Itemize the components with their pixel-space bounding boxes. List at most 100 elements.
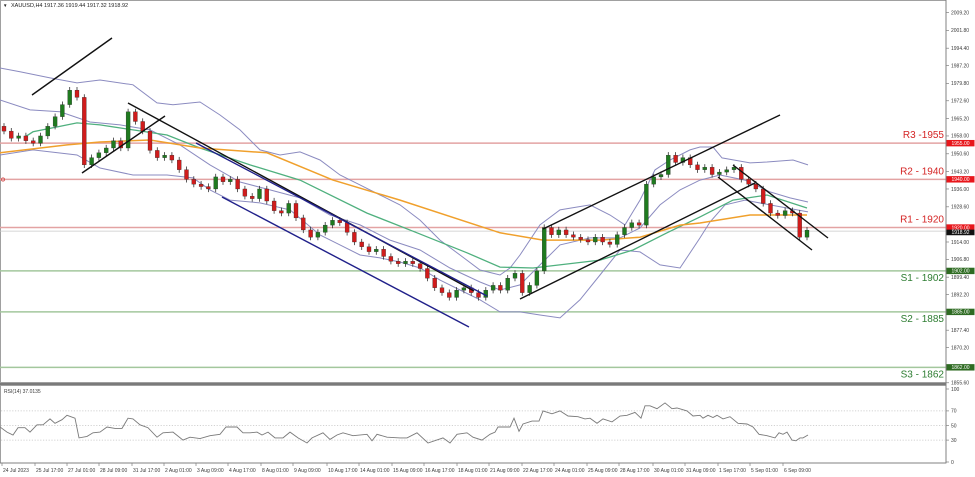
candle	[125, 108, 131, 152]
price-tag-bg	[946, 267, 975, 275]
trendline-up-channel-lower[interactable]	[519, 182, 756, 300]
candle	[264, 185, 269, 205]
trendline-sep-channel-upper[interactable]	[732, 164, 829, 239]
candle-bull-body	[213, 176, 218, 190]
candle	[717, 168, 722, 178]
candle-bull-body	[38, 135, 43, 144]
candle	[804, 227, 810, 241]
trendline-downtrend-aug[interactable]	[127, 102, 475, 292]
trendline-down-channel-lower[interactable]	[221, 196, 470, 328]
rsi-tick-label: 50	[951, 423, 957, 429]
trendline-uptrend-jul[interactable]	[31, 37, 113, 96]
time-tick-label: 1 Sep 17:00	[719, 468, 746, 474]
rsi-tick-label: 100	[951, 387, 960, 393]
candle	[512, 270, 518, 282]
rsi-axis[interactable]: 100 70 50 30 0	[946, 387, 960, 466]
candle	[191, 176, 196, 188]
candle	[607, 238, 613, 248]
trendline-up-channel-upper[interactable]	[542, 114, 781, 230]
rsi-panel-frame[interactable]	[0, 385, 947, 464]
price-tick-label: 1994.40	[951, 46, 969, 52]
ma-slow-line	[0, 139, 807, 241]
level-label-s2: S2 - 1885	[901, 314, 945, 325]
level-labels: R3 -1955 R2 - 1940 R1 - 1920 S1 - 1902 S2 - …	[900, 130, 944, 380]
candle-bear-body	[220, 176, 226, 182]
candle-bear-body	[82, 97, 87, 166]
candle	[520, 270, 525, 296]
price-tick-label: 1914.00	[951, 240, 969, 246]
price-tick-label: 1928.60	[951, 205, 969, 211]
candle-bull-body	[505, 278, 510, 291]
price-tick-label: 1943.20	[951, 169, 969, 175]
candle	[615, 231, 620, 248]
candle-bear-body	[563, 229, 569, 235]
candle-bear-body	[359, 241, 364, 247]
price-tick-label: 1906.80	[951, 257, 969, 263]
candle-bear-body	[673, 155, 678, 163]
trendlines[interactable]	[31, 37, 829, 328]
time-tick-label: 9 Aug 09:00	[294, 468, 321, 474]
price-tick-label: 1965.20	[951, 116, 969, 122]
candle-bear-body	[439, 287, 445, 293]
candle-bear-body	[709, 167, 715, 175]
price-tag-s2: 1885.00	[946, 308, 975, 316]
candle-bull-body	[483, 290, 488, 298]
candle-bear-body	[600, 237, 605, 243]
candle	[578, 234, 583, 243]
bollinger-lower-line	[0, 149, 809, 319]
trendline-sep-channel-lower[interactable]	[717, 176, 813, 251]
trendline-uptrend-late-jul[interactable]	[81, 115, 166, 174]
price-tick-label: 1870.20	[951, 345, 969, 351]
rsi-panel[interactable]: RSI(14) 37.0135	[0, 385, 947, 464]
price-panel[interactable]: R3 -1955 R2 - 1940 R1 - 1920 S1 - 1902 S2 - …	[0, 0, 947, 383]
time-axis[interactable]: 24 Jul 2023 25 Jul 17:00 27 Jul 01:00 28 Ju…	[1, 463, 811, 474]
panel-separator[interactable]	[0, 383, 946, 386]
time-tick-label: 24 Aug 01:00	[555, 468, 585, 474]
time-tick-label: 2 Aug 01:00	[165, 468, 192, 474]
price-tick-label: 1979.80	[951, 81, 969, 87]
bollinger-middle-line	[0, 99, 809, 291]
price-tick-label: 1899.40	[951, 275, 969, 281]
collapse-arrow-icon: ▼	[3, 3, 7, 8]
candle-bull-body	[512, 273, 518, 279]
candle-bear-body	[417, 263, 423, 269]
price-axis[interactable]: 2009.20 2001.80 1994.40 1987.20 1979.80 1972.…	[946, 10, 969, 387]
candle-bull-body	[374, 249, 379, 252]
candle-bull-body	[16, 135, 21, 139]
candle	[593, 234, 598, 246]
candle-bull-body	[330, 220, 335, 226]
price-tag-bg	[946, 176, 975, 183]
candle	[629, 219, 634, 231]
candle-bull-body	[717, 171, 722, 175]
candle	[104, 144, 109, 156]
candle-bull-body	[527, 285, 532, 293]
price-tick-label: 1877.40	[951, 328, 969, 334]
price-panel-frame[interactable]	[0, 0, 947, 383]
time-tick-label: 16 Aug 17:00	[425, 468, 455, 474]
candle-bull-body	[593, 237, 598, 243]
candle	[600, 234, 605, 246]
time-tick-label: 24 Jul 2023	[3, 468, 29, 474]
candle-bull-body	[782, 210, 788, 216]
candle-bull-body	[104, 147, 109, 153]
candle	[432, 275, 437, 291]
candle-bear-body	[447, 292, 452, 298]
candle-bull-body	[323, 224, 328, 233]
candle-bear-body	[1, 126, 7, 132]
trendline-down-channel-upper[interactable]	[195, 142, 488, 297]
candle	[454, 287, 459, 301]
candle-bull-body	[257, 188, 262, 199]
candle	[96, 149, 102, 161]
candle-bull-body	[403, 261, 408, 264]
time-tick-label: 30 Aug 01:00	[654, 468, 684, 474]
candle	[147, 127, 153, 154]
candle	[315, 229, 321, 241]
candle-bear-body	[155, 150, 160, 158]
candle-bull-body	[315, 232, 321, 238]
candle-bull-body	[622, 227, 627, 235]
price-tag-r1: 1920.00	[946, 224, 975, 231]
candle	[622, 224, 627, 238]
candle	[498, 282, 503, 294]
candle-bull-body	[658, 174, 664, 178]
